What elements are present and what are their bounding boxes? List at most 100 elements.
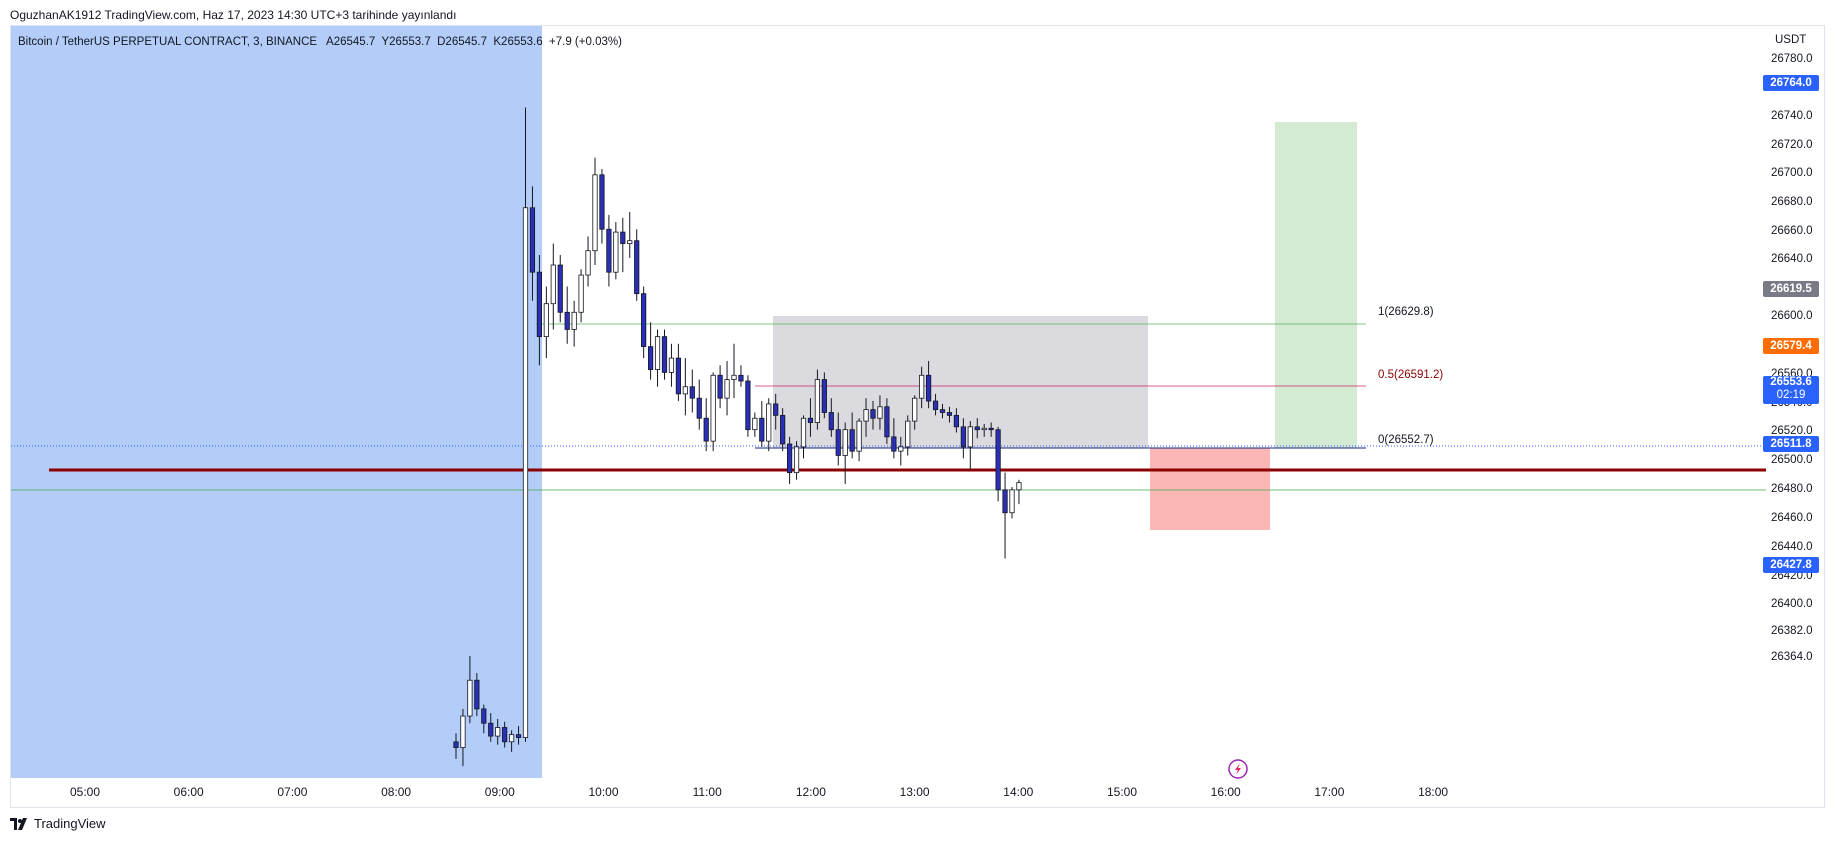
candle-body: [460, 715, 466, 748]
candle-body: [634, 240, 640, 295]
candle-body: [967, 426, 973, 448]
candle-body: [1002, 489, 1008, 514]
long-position-loss-zone[interactable]: [1150, 448, 1270, 530]
currency-label[interactable]: USDT: [1775, 34, 1807, 46]
consolidation-box[interactable]: [773, 316, 1148, 448]
candle-body: [870, 409, 876, 419]
candle-body: [620, 231, 626, 244]
candle-body: [502, 727, 508, 743]
candle-body: [703, 417, 709, 442]
symbol-legend: Bitcoin / TetherUS PERPETUAL CONTRACT, 3…: [18, 36, 622, 48]
price-tick-label: 26660.0: [1771, 225, 1813, 237]
tradingview-brand-text: TradingView: [34, 816, 106, 831]
candle-body: [550, 264, 556, 305]
candles-group: [453, 107, 1022, 767]
price-tick-label: 26640.0: [1771, 253, 1813, 265]
candle-body: [912, 397, 918, 422]
publish-info: OguzhanAK1912 TradingView.com, Haz 17, 2…: [10, 8, 457, 22]
candle-body: [939, 409, 946, 413]
candle-body: [995, 429, 1001, 491]
candle-body: [585, 250, 591, 276]
candle-countdown: 02:19: [1776, 389, 1806, 401]
candle-body: [689, 386, 695, 399]
candle-body: [515, 734, 522, 738]
candle-body: [717, 374, 723, 399]
candle-body: [696, 397, 702, 419]
candle-body: [842, 429, 848, 456]
candle-body: [773, 403, 779, 416]
candle-body: [863, 409, 869, 422]
candle-body: [932, 400, 939, 411]
time-tick-label: 09:00: [484, 785, 515, 799]
candle-body: [1009, 489, 1015, 514]
candle-body: [905, 420, 911, 448]
candle-body: [495, 727, 501, 737]
price-tick-label: 26720.0: [1771, 139, 1813, 151]
candle-body: [578, 274, 584, 313]
candle-body: [599, 174, 605, 230]
candle-body: [766, 403, 772, 442]
candle-body: [710, 374, 716, 442]
candle-body: [1016, 482, 1022, 491]
fib-label-0-5: 0.5(26591.2): [1378, 369, 1444, 381]
time-tick-label: 12:00: [795, 785, 826, 799]
price-badge-value: 26553.6: [1770, 376, 1812, 388]
time-tick-label: 17:00: [1314, 785, 1345, 799]
time-tick-label: 10:00: [588, 785, 619, 799]
price-tick-label: 26600.0: [1771, 310, 1813, 322]
legend-symbol[interactable]: Bitcoin / TetherUS PERPETUAL CONTRACT, 3…: [18, 36, 318, 48]
legend-close: K26553.6: [493, 36, 543, 48]
time-tick-label: 18:00: [1418, 785, 1449, 799]
fib-label-0: 0(26552.7): [1378, 434, 1434, 446]
candle-body: [682, 386, 688, 395]
candle-body: [926, 374, 932, 402]
candle-body: [780, 414, 786, 445]
candle-body: [654, 336, 661, 370]
tradingview-logo[interactable]: TradingView: [10, 816, 106, 831]
candle-body: [793, 446, 800, 474]
candle-body: [891, 436, 897, 452]
lightning-icon[interactable]: [1228, 759, 1248, 779]
price-badge: 26427.8: [1763, 557, 1819, 573]
candle-body: [613, 231, 619, 273]
candle-body: [481, 708, 487, 724]
candle-body: [467, 679, 473, 717]
price-tick-label: 26740.0: [1771, 110, 1813, 122]
price-tick-label: 26480.0: [1771, 483, 1813, 495]
price-badge: 26579.4: [1763, 338, 1819, 354]
price-badge-value: 26511.8: [1770, 438, 1812, 450]
price-tick-label: 26382.0: [1771, 625, 1813, 637]
candle-body: [522, 207, 529, 738]
candle-body: [557, 264, 563, 313]
candle-body: [474, 679, 480, 710]
tradingview-icon: [10, 817, 27, 830]
price-tick-label: 26400.0: [1771, 598, 1813, 610]
time-tick-label: 06:00: [173, 785, 204, 799]
candle-body: [508, 734, 515, 743]
candle-body: [953, 414, 960, 428]
price-tick-label: 26700.0: [1771, 167, 1813, 179]
candle-body: [856, 420, 862, 452]
candle-body: [543, 303, 549, 338]
long-position-profit-zone[interactable]: [1275, 122, 1357, 448]
price-badge-value: 26427.8: [1770, 559, 1812, 571]
candle-body: [571, 311, 577, 330]
candle-body: [724, 379, 730, 399]
price-badge-value: 26579.4: [1770, 340, 1812, 352]
candle-body: [821, 379, 827, 413]
candle-body: [668, 357, 675, 373]
time-tick-label: 15:00: [1106, 785, 1138, 799]
candle-body: [564, 311, 570, 330]
candle-body: [536, 271, 543, 338]
time-tick-label: 08:00: [381, 785, 412, 799]
time-tick-label: 16:00: [1210, 785, 1241, 799]
candle-body: [898, 446, 904, 452]
chart-plot[interactable]: [11, 26, 1826, 809]
legend-open: A26545.7: [326, 36, 376, 48]
candle-body: [738, 374, 744, 382]
time-tick-label: 07:00: [277, 785, 308, 799]
candle-body: [488, 722, 494, 737]
chart-frame[interactable]: [10, 25, 1825, 808]
price-tick-label: 26520.0: [1771, 425, 1813, 437]
candle-body: [675, 357, 682, 395]
